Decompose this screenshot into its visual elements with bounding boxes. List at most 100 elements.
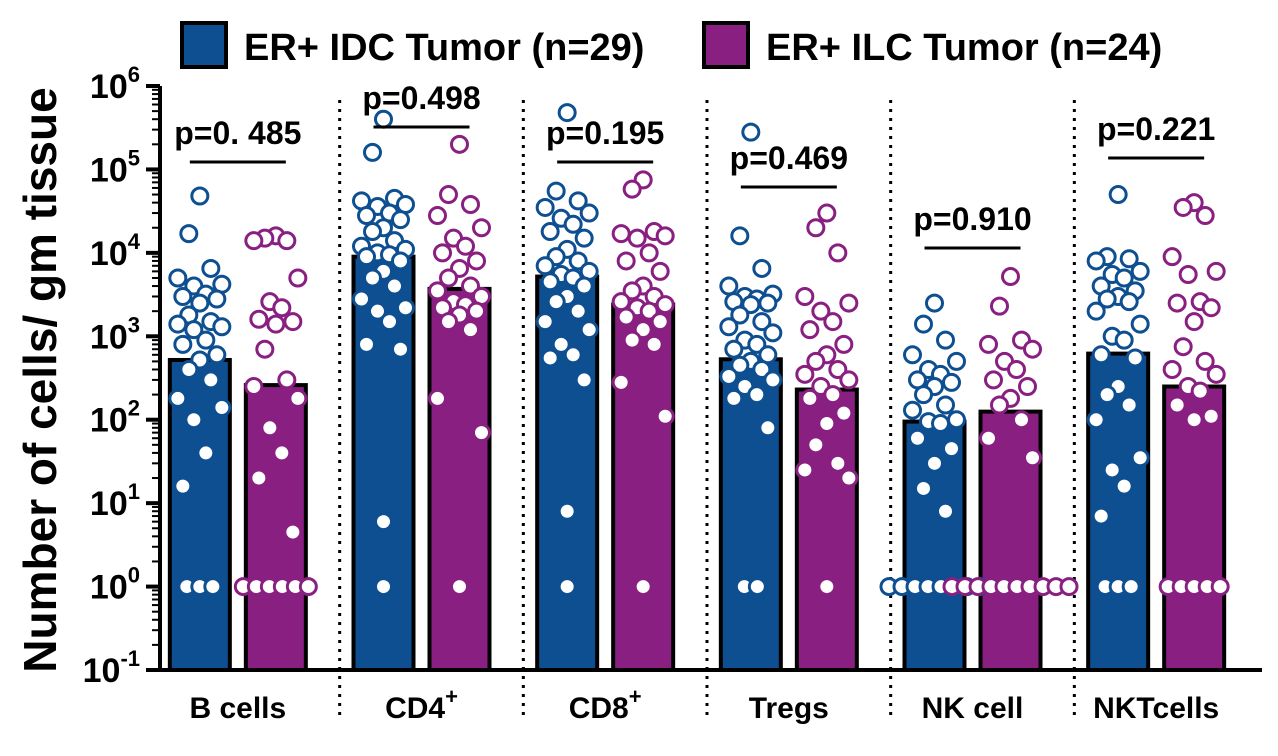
- point-1-5-3: [1162, 247, 1182, 267]
- point-0-3-13: [763, 323, 783, 343]
- point-0-1-19: [363, 268, 382, 288]
- y-tick-label-2: 101: [90, 479, 140, 523]
- point-0-4-12: [903, 400, 922, 420]
- point-0-2-8: [574, 228, 594, 248]
- point-1-1-2: [461, 194, 480, 214]
- point-0-1-25: [357, 334, 376, 354]
- point-1-1-17: [467, 301, 486, 321]
- point-1-1-7: [433, 243, 452, 263]
- p-value-0: p=0. 485: [174, 115, 301, 151]
- point-1-1-6: [456, 236, 475, 256]
- point-1-3-16: [800, 388, 820, 408]
- point-1-1-4: [472, 218, 491, 238]
- point-1-2-18: [633, 320, 653, 340]
- point-1-3-4: [839, 293, 859, 313]
- point-0-5-11: [1119, 292, 1139, 312]
- point-1-2-20: [644, 334, 664, 354]
- point-1-5-10: [1173, 337, 1193, 357]
- point-1-1-0: [450, 134, 469, 154]
- point-0-4-16: [908, 428, 927, 448]
- point-1-1-21: [428, 388, 447, 408]
- point-1-2-3: [611, 224, 631, 244]
- point-1-3-19: [806, 435, 826, 455]
- point-0-0-24: [196, 443, 216, 463]
- point-0-1-16: [357, 247, 376, 267]
- point-1-1-8: [467, 251, 486, 271]
- point-1-3-17: [834, 403, 854, 423]
- legend-label-1: ER+ ILC Tumor (n=24): [766, 27, 1162, 69]
- point-0-0-13: [212, 317, 232, 337]
- point-1-3-6: [823, 312, 843, 332]
- point-0-3-3: [719, 276, 739, 296]
- point-0-3-28: [747, 577, 767, 597]
- point-0-5-6: [1114, 268, 1134, 288]
- point-0-4-2: [936, 330, 955, 350]
- point-1-2-8: [650, 261, 670, 281]
- point-0-0-22: [212, 398, 232, 418]
- y-tick-label-3: 102: [90, 396, 140, 440]
- point-0-0-0: [190, 186, 210, 206]
- point-1-2-16: [616, 307, 636, 327]
- point-1-5-7: [1167, 293, 1187, 313]
- point-0-2-1: [546, 181, 566, 201]
- point-0-1-20: [385, 276, 404, 296]
- point-1-0-4: [288, 268, 308, 288]
- point-0-2-2: [568, 191, 588, 211]
- point-0-3-12: [719, 317, 739, 337]
- point-0-3-21: [719, 366, 739, 386]
- point-1-4-13: [1023, 448, 1042, 468]
- point-0-4-17: [942, 439, 961, 459]
- legend-swatch-0: [180, 21, 228, 69]
- point-1-3-0: [817, 203, 837, 223]
- point-0-5-20: [1119, 395, 1139, 415]
- bar-1-5: [1162, 384, 1227, 672]
- point-1-3-18: [817, 414, 837, 434]
- point-1-1-12: [428, 281, 447, 301]
- point-0-3-24: [747, 385, 767, 405]
- y-tick-label-4: 103: [90, 312, 140, 356]
- point-1-4-8: [1018, 377, 1037, 397]
- point-1-1-3: [428, 206, 447, 226]
- point-1-0-16: [249, 468, 269, 488]
- point-1-5-12: [1162, 359, 1182, 379]
- point-1-3-11: [828, 359, 848, 379]
- point-0-1-24: [380, 312, 399, 332]
- point-1-2-5: [627, 228, 647, 248]
- point-1-4-11: [1012, 410, 1031, 430]
- point-1-5-15: [1190, 381, 1210, 401]
- point-0-0-25: [173, 476, 193, 496]
- point-1-3-13: [839, 370, 859, 390]
- point-1-4-3: [979, 334, 998, 354]
- point-0-1-1: [363, 142, 382, 162]
- point-1-3-5: [811, 301, 831, 321]
- point-0-5-4: [1130, 261, 1150, 281]
- point-0-3-8: [758, 293, 778, 313]
- point-0-5-25: [1091, 506, 1111, 526]
- point-1-5-5: [1178, 265, 1198, 285]
- point-1-0-11: [277, 370, 297, 390]
- point-1-2-7: [616, 251, 636, 271]
- y-tick-label-1: 100: [90, 563, 140, 607]
- point-0-2-20: [568, 301, 588, 321]
- point-0-3-11: [752, 312, 772, 332]
- p-value-annotations: p=0. 485 p=0.498 p=0.195 p=0.469 p=0.910 p=0.…: [174, 80, 1215, 250]
- point-1-3-22: [839, 468, 859, 488]
- point-0-2-3: [535, 197, 555, 217]
- point-0-5-17: [1125, 348, 1145, 368]
- point-0-5-23: [1102, 460, 1122, 480]
- point-0-3-0: [741, 122, 761, 142]
- point-1-3-1: [806, 218, 826, 238]
- point-0-5-0: [1108, 185, 1128, 205]
- point-1-1-19: [439, 312, 458, 332]
- point-0-3-1: [730, 226, 750, 246]
- point-1-2-23: [633, 577, 653, 597]
- point-0-5-16: [1091, 345, 1111, 365]
- point-1-1-20: [461, 320, 480, 340]
- point-0-1-28: [374, 577, 393, 597]
- point-1-0-13: [288, 388, 308, 408]
- point-1-1-22: [472, 423, 491, 443]
- point-0-5-2: [1119, 249, 1139, 269]
- point-1-2-15: [639, 301, 659, 321]
- data-points: [168, 103, 1230, 597]
